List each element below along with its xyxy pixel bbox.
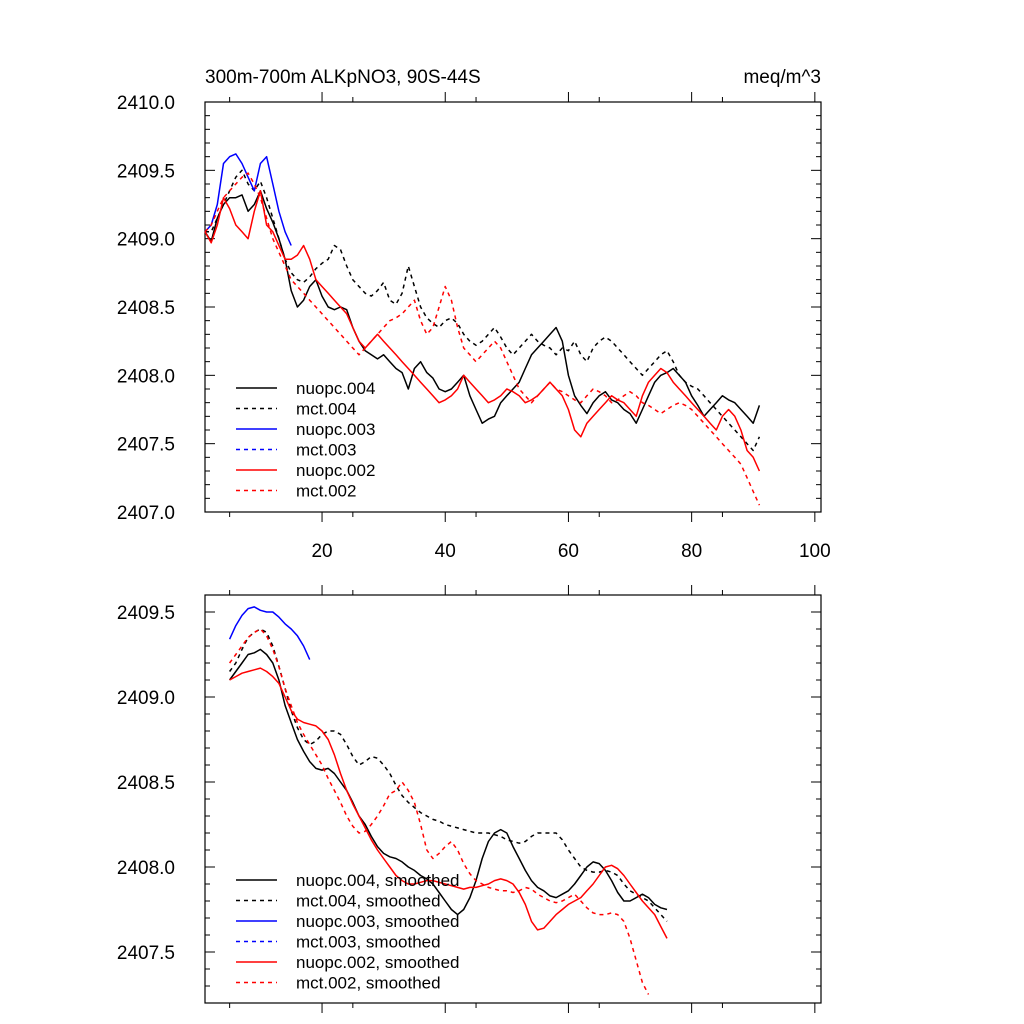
legend-label: nuopc.002, smoothed [296,953,460,972]
legend-label: mct.004, smoothed [296,892,441,911]
series-line-nuopc-004-smoothed [228,648,668,916]
y-tick-label: 2407.5 [117,943,175,964]
series-line-nuopc-002 [204,190,761,472]
x-tick-label: 60 [558,541,579,562]
legend-label: mct.002 [296,482,356,501]
y-tick-label: 2410.0 [117,93,175,114]
y-tick-label: 2409.0 [117,688,175,709]
y-tick-label: 2408.0 [117,858,175,879]
legend-label: mct.003, smoothed [296,933,441,952]
series-line-mct-002 [204,172,761,506]
legend-label: nuopc.004, smoothed [296,871,460,890]
series-line-mct-002-smoothed [228,628,650,995]
top-panel: 300m-700m ALKpNO3, 90S-44S meq/m^3 2407.… [117,67,831,562]
legend-label: mct.003 [296,441,356,460]
chart-title: 300m-700m ALKpNO3, 90S-44S [205,67,481,88]
series-line-mct-004-smoothed [228,628,668,922]
y-tick-label: 2409.5 [117,603,175,624]
legend-label: mct.002, smoothed [296,974,441,993]
units-label: meq/m^3 [743,67,821,88]
series-line-mct-004 [205,169,761,452]
y-tick-label: 2409.0 [117,230,175,251]
series-line-nuopc-004 [204,190,761,424]
y-tick-label: 2408.5 [117,298,175,319]
y-tick-label: 2407.0 [117,503,175,524]
legend-label: nuopc.003 [296,420,375,439]
bottom-panel: 2407.5 2408.0 2408.5 2409.0 2409.5 nuopc.004,… [117,585,822,1013]
x-tick-label: 40 [435,541,456,562]
y-tick-label: 2408.5 [117,773,175,794]
series-line-nuopc-003 [204,153,292,246]
legend-label: mct.004 [296,400,356,419]
x-tick-label: 100 [799,541,831,562]
series-line-nuopc-002-smoothed [229,667,668,939]
legend-label: nuopc.002 [296,461,375,480]
y-tick-label: 2409.5 [117,161,175,182]
x-tick-label: 20 [311,541,332,562]
legend-label: nuopc.003, smoothed [296,912,460,931]
y-tick-label: 2407.5 [117,435,175,456]
legend-label: nuopc.004 [296,379,375,398]
series-line-nuopc-003-smoothed [228,606,311,660]
y-tick-label: 2408.0 [117,366,175,387]
x-tick-label: 80 [681,541,702,562]
